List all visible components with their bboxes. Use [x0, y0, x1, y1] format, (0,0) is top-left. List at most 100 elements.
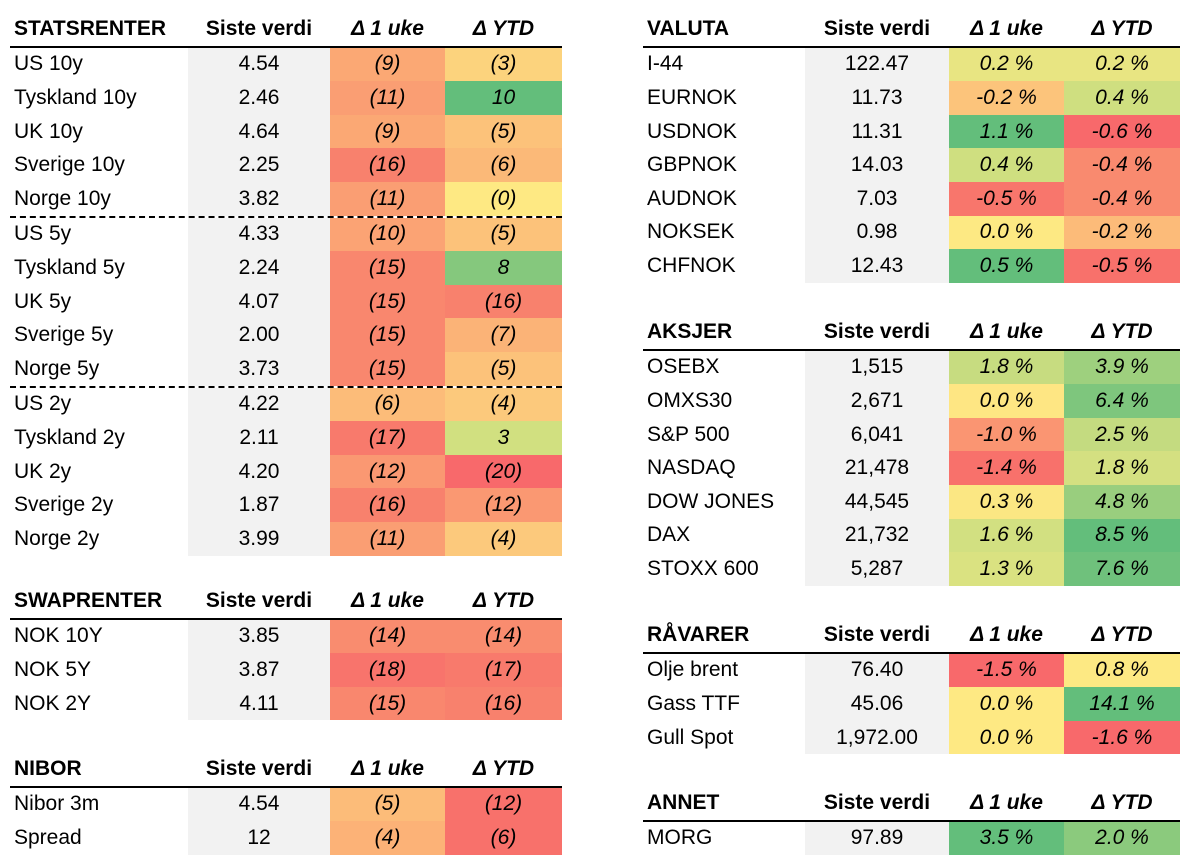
header-ytd-change: Δ YTD: [1091, 622, 1153, 646]
header-title: ANNET: [647, 790, 720, 814]
week-change: (16): [330, 488, 445, 522]
row-label: OMXS30: [647, 388, 733, 412]
last-value: 2.46: [188, 81, 330, 115]
row-label: NOK 2Y: [14, 691, 92, 715]
table-row: Tyskland 5y 2.24 (15) 8: [10, 251, 562, 285]
table-row: AUDNOK 7.03 -0.5 % -0.4 %: [643, 181, 1180, 216]
header-title: NIBOR: [14, 756, 82, 780]
last-value: 3.87: [188, 653, 330, 687]
table-valuta: VALUTA Siste verdi Δ 1 uke Δ YTD I-44 122.47 0…: [643, 12, 1180, 283]
week-change: 0.3 %: [949, 484, 1064, 519]
table-row: I-44 122.47 0.2 % 0.2 %: [643, 47, 1180, 82]
table-row: NOK 5Y 3.87 (18) (17): [10, 653, 562, 687]
row-label: Norge 2y: [14, 526, 100, 550]
last-value: 4.33: [188, 217, 330, 252]
header-week-change: Δ 1 uke: [970, 319, 1043, 343]
header-title: SWAPRENTER: [14, 588, 163, 612]
table-nibor: NIBOR Siste verdi Δ 1 uke Δ YTD Nibor 3m 4.54…: [10, 752, 562, 855]
table-row: STOXX 600 5,287 1.3 % 7.6 %: [643, 552, 1180, 586]
header-title: VALUTA: [647, 16, 730, 40]
ytd-change: 8.5 %: [1064, 518, 1180, 553]
last-value: 11.31: [805, 114, 949, 149]
table-row: Norge 2y 3.99 (11) (4): [10, 521, 562, 556]
table-header: AKSJER Siste verdi Δ 1 uke Δ YTD: [643, 315, 1180, 351]
ytd-change: (14): [445, 619, 562, 654]
row-label: I-44: [647, 52, 684, 76]
ytd-change: 14.1 %: [1064, 687, 1180, 721]
ytd-change: (16): [445, 686, 562, 721]
week-change: (14): [330, 619, 445, 654]
last-value: 0.98: [805, 215, 949, 250]
row-label: AUDNOK: [647, 186, 737, 210]
row-label: OSEBX: [647, 355, 720, 379]
table-row: Tyskland 10y 2.46 (11) 10: [10, 81, 562, 115]
row-label: Sverige 2y: [14, 493, 114, 517]
row-label: UK 10y: [14, 119, 83, 143]
ytd-change: 0.8 %: [1064, 653, 1180, 688]
week-change: (16): [330, 148, 445, 182]
last-value: 2.25: [188, 148, 330, 182]
row-label: NOK 5Y: [14, 657, 92, 681]
week-change: 1.6 %: [949, 518, 1064, 553]
ytd-change: 3: [445, 421, 562, 455]
last-value: 21,732: [805, 518, 949, 553]
week-change: 0.2 %: [949, 47, 1064, 82]
row-label: US 2y: [14, 392, 72, 416]
week-change: (15): [330, 686, 445, 721]
ytd-change: 0.2 %: [1064, 47, 1180, 82]
table-row: NASDAQ 21,478 -1.4 % 1.8 %: [643, 451, 1180, 485]
last-value: 44,545: [805, 484, 949, 519]
ytd-change: 3.9 %: [1064, 350, 1180, 385]
ytd-change: -0.6 %: [1064, 114, 1180, 149]
last-value: 4.11: [188, 686, 330, 721]
table-row: DAX 21,732 1.6 % 8.5 %: [643, 518, 1180, 553]
table-ravarer: RÅVARER Siste verdi Δ 1 uke Δ YTD Olje brent…: [643, 618, 1180, 755]
ytd-change: (4): [445, 387, 562, 422]
row-label: NOK 10Y: [14, 624, 103, 648]
header-title: RÅVARER: [647, 622, 750, 646]
week-change: (12): [330, 454, 445, 489]
header-ytd-change: Δ YTD: [472, 16, 535, 40]
row-label: STOXX 600: [647, 556, 759, 580]
row-label: S&P 500: [647, 422, 730, 446]
week-change: 0.0 %: [949, 687, 1064, 721]
row-label: USDNOK: [647, 119, 737, 143]
last-value: 122.47: [805, 47, 949, 82]
header-week-change: Δ 1 uke: [351, 756, 424, 780]
table-row: Sverige 2y 1.87 (16) (12): [10, 488, 562, 522]
header-week-change: Δ 1 uke: [970, 622, 1043, 646]
week-change: (11): [330, 81, 445, 115]
header-value: Siste verdi: [823, 622, 931, 646]
last-value: 4.20: [188, 454, 330, 489]
row-label: MORG: [647, 826, 713, 850]
header-value: Siste verdi: [823, 16, 931, 40]
row-label: NASDAQ: [647, 456, 736, 480]
ytd-change: 8: [445, 251, 562, 285]
table-row: MORG 97.89 3.5 % 2.0 %: [643, 821, 1180, 856]
last-value: 4.54: [188, 787, 330, 822]
header-ytd-change: Δ YTD: [1091, 319, 1153, 343]
table-row: USDNOK 11.31 1.1 % -0.6 %: [643, 114, 1180, 149]
table-row: Sverige 5y 2.00 (15) (7): [10, 318, 562, 352]
week-change: 0.4 %: [949, 148, 1064, 182]
table-swaprenter: SWAPRENTER Siste verdi Δ 1 uke Δ YTD NOK 10Y…: [10, 584, 562, 721]
table-header: STATSRENTER Siste verdi Δ 1 uke Δ YTD: [10, 12, 562, 48]
header-week-change: Δ 1 uke: [351, 588, 424, 612]
table-row: NOK 2Y 4.11 (15) (16): [10, 686, 562, 721]
ytd-change: -0.5 %: [1064, 249, 1180, 283]
table-row: US 5y 4.33 (10) (5): [10, 217, 562, 252]
ytd-change: (4): [445, 521, 562, 556]
last-value: 2,671: [805, 384, 949, 418]
table-row: S&P 500 6,041 -1.0 % 2.5 %: [643, 417, 1180, 452]
row-label: EURNOK: [647, 85, 737, 109]
last-value: 14.03: [805, 148, 949, 182]
last-value: 4.07: [188, 284, 330, 319]
ytd-change: (12): [445, 787, 562, 822]
header-ytd-change: Δ YTD: [472, 588, 535, 612]
table-row: Spread 12 (4) (6): [10, 821, 562, 855]
week-change: (10): [330, 217, 445, 252]
row-label: Nibor 3m: [14, 792, 100, 816]
ytd-change: (5): [445, 351, 562, 386]
last-value: 11.73: [805, 81, 949, 115]
header-ytd-change: Δ YTD: [1091, 16, 1153, 40]
